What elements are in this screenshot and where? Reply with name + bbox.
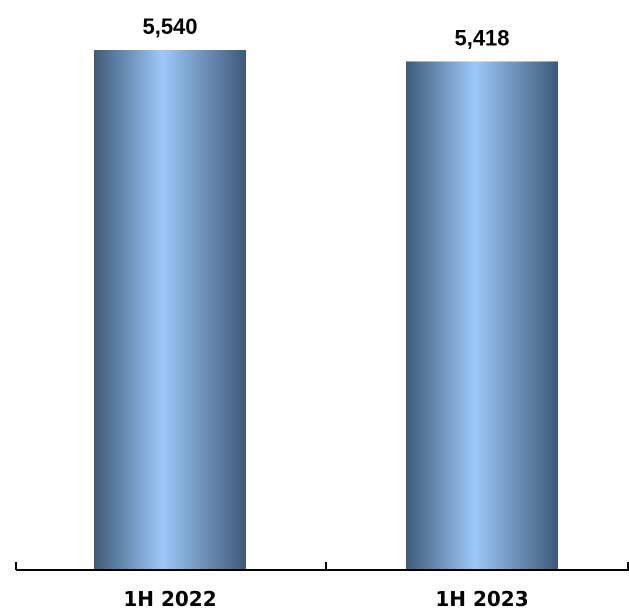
bar-1h-2023 xyxy=(406,61,558,570)
data-label: 5,418 xyxy=(454,25,509,50)
data-label: 5,540 xyxy=(142,14,197,39)
x-axis xyxy=(15,562,629,571)
bars-layer xyxy=(94,50,558,570)
bar-1h-2022 xyxy=(94,50,246,570)
x-tick-label: 1H 2022 xyxy=(123,587,216,611)
labels-layer: 5,540 1H 2022 5,418 1H 2023 xyxy=(123,14,528,611)
x-tick-label: 1H 2023 xyxy=(435,587,528,611)
